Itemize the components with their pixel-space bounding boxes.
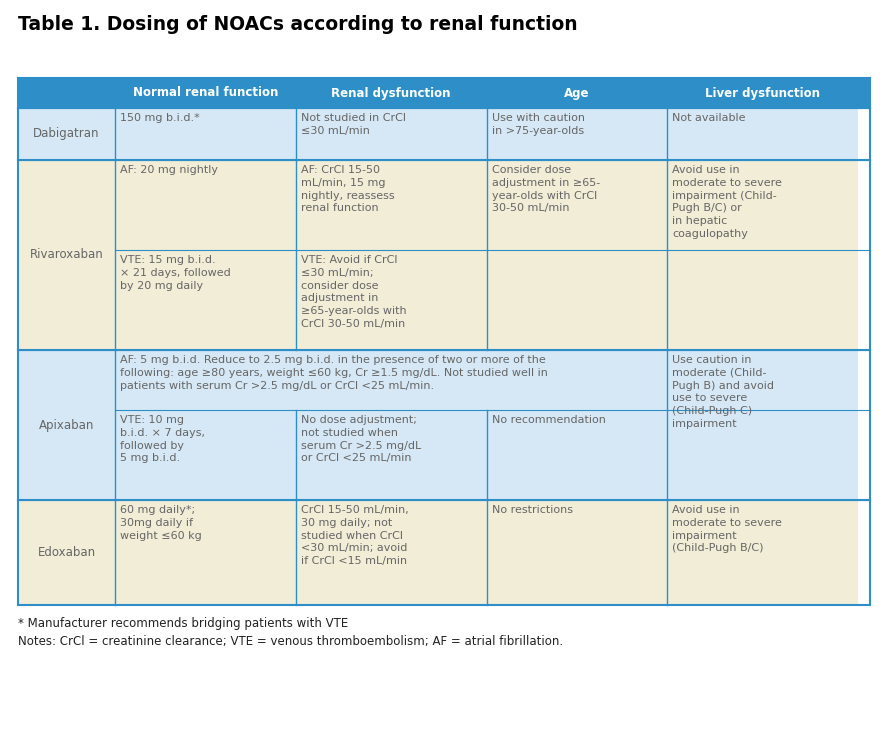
Text: CrCl 15-50 mL/min,
30 mg daily; not
studied when CrCl
<30 mL/min; avoid
if CrCl : CrCl 15-50 mL/min, 30 mg daily; not stud… <box>301 505 408 566</box>
Text: Not studied in CrCl
≤30 mL/min: Not studied in CrCl ≤30 mL/min <box>301 113 406 136</box>
Bar <box>18 350 115 500</box>
Text: Age: Age <box>564 86 590 100</box>
Text: VTE: Avoid if CrCl
≤30 mL/min;
consider dose
adjustment in
≥65-year-olds with
Cr: VTE: Avoid if CrCl ≤30 mL/min; consider … <box>301 255 407 329</box>
Bar <box>296 410 487 500</box>
Bar <box>115 160 296 250</box>
Bar <box>667 350 858 410</box>
Bar <box>296 108 487 160</box>
Bar <box>18 78 870 108</box>
Text: * Manufacturer recommends bridging patients with VTE: * Manufacturer recommends bridging patie… <box>18 617 348 630</box>
Text: Consider dose
adjustment in ≥65-
year-olds with CrCl
30-50 mL/min: Consider dose adjustment in ≥65- year-ol… <box>492 165 600 214</box>
Bar <box>18 160 115 350</box>
Text: No dose adjustment;
not studied when
serum Cr >2.5 mg/dL
or CrCl <25 mL/min: No dose adjustment; not studied when ser… <box>301 415 421 464</box>
Text: Edoxaban: Edoxaban <box>37 546 96 559</box>
Text: VTE: 15 mg b.i.d.
× 21 days, followed
by 20 mg daily: VTE: 15 mg b.i.d. × 21 days, followed by… <box>120 255 231 291</box>
Text: Table 1. Dosing of NOACs according to renal function: Table 1. Dosing of NOACs according to re… <box>18 15 577 34</box>
Bar <box>487 160 667 250</box>
Bar <box>18 108 115 160</box>
Bar <box>667 108 858 160</box>
Bar <box>487 410 667 500</box>
Text: Apixaban: Apixaban <box>39 418 94 432</box>
Text: No recommendation: No recommendation <box>492 415 606 425</box>
Bar <box>115 250 296 350</box>
Text: Notes: CrCl = creatinine clearance; VTE = venous thromboembolism; AF = atrial fi: Notes: CrCl = creatinine clearance; VTE … <box>18 635 563 648</box>
Text: Liver dysfunction: Liver dysfunction <box>705 86 821 100</box>
Bar <box>296 160 487 250</box>
Text: Use with caution
in >75-year-olds: Use with caution in >75-year-olds <box>492 113 584 136</box>
Bar <box>18 500 115 605</box>
Bar <box>667 160 858 250</box>
Bar <box>487 500 667 605</box>
Text: AF: 20 mg nightly: AF: 20 mg nightly <box>120 165 218 175</box>
Bar <box>296 250 487 350</box>
Text: Use caution in
moderate (Child-
Pugh B) and avoid
use to severe
(Child-Pugh C)
i: Use caution in moderate (Child- Pugh B) … <box>672 355 774 429</box>
Bar <box>487 250 667 350</box>
Text: 60 mg daily*;
30mg daily if
weight ≤60 kg: 60 mg daily*; 30mg daily if weight ≤60 k… <box>120 505 202 541</box>
Text: No restrictions: No restrictions <box>492 505 573 515</box>
Text: Not available: Not available <box>672 113 746 123</box>
Text: AF: CrCl 15-50
mL/min, 15 mg
nightly, reassess
renal function: AF: CrCl 15-50 mL/min, 15 mg nightly, re… <box>301 165 394 214</box>
Text: Rivaroxaban: Rivaroxaban <box>29 248 103 261</box>
Bar <box>667 500 858 605</box>
Text: Normal renal function: Normal renal function <box>132 86 278 100</box>
Bar <box>667 250 858 350</box>
Text: Renal dysfunction: Renal dysfunction <box>331 86 451 100</box>
Text: Avoid use in
moderate to severe
impairment
(Child-Pugh B/C): Avoid use in moderate to severe impairme… <box>672 505 782 554</box>
Bar <box>115 410 296 500</box>
Text: 150 mg b.i.d.*: 150 mg b.i.d.* <box>120 113 200 123</box>
Bar <box>296 500 487 605</box>
Bar <box>115 500 296 605</box>
Text: VTE: 10 mg
b.i.d. × 7 days,
followed by
5 mg b.i.d.: VTE: 10 mg b.i.d. × 7 days, followed by … <box>120 415 205 464</box>
Bar <box>115 350 667 410</box>
Text: AF: 5 mg b.i.d. Reduce to 2.5 mg b.i.d. in the presence of two or more of the
fo: AF: 5 mg b.i.d. Reduce to 2.5 mg b.i.d. … <box>120 355 548 391</box>
Bar <box>667 410 858 500</box>
Text: Dabigatran: Dabigatran <box>34 127 99 141</box>
Bar <box>115 108 296 160</box>
Bar <box>487 108 667 160</box>
Text: Avoid use in
moderate to severe
impairment (Child-
Pugh B/C) or
in hepatic
coagu: Avoid use in moderate to severe impairme… <box>672 165 782 239</box>
